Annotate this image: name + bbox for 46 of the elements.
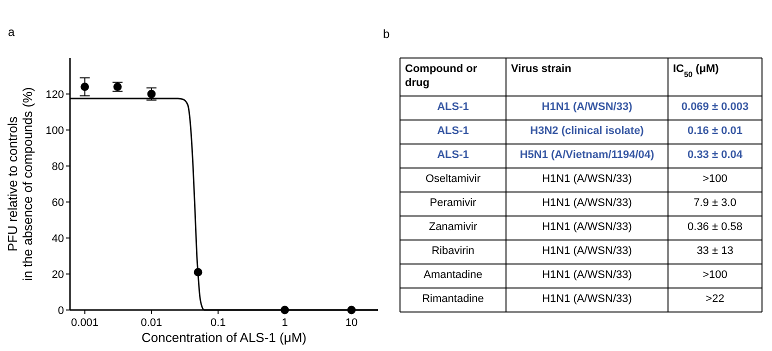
text: H1N1 (A/WSN/33) — [542, 101, 633, 113]
x-tick-label: 1 — [282, 317, 288, 329]
text: ALS-1 — [437, 125, 469, 137]
text: Virus strain — [511, 63, 572, 75]
x-tick-label: 0.01 — [140, 317, 162, 329]
text: >100 — [702, 269, 728, 281]
text: Ribavirin — [432, 245, 474, 257]
text: 0.36 ± 0.58 — [688, 221, 742, 233]
text: ALS-1 — [437, 149, 469, 161]
y-tick-label: 100 — [46, 124, 64, 137]
y-tick-label: 120 — [46, 88, 64, 101]
text: IC$_{50}$ (μM) — [673, 63, 720, 78]
text: H1N1 (A/WSN/33) — [542, 293, 632, 305]
y-tick-label: 0 — [58, 304, 64, 317]
text: Rimantadine — [422, 293, 484, 305]
text: 33 ± 13 — [696, 245, 734, 257]
text: Peramivir — [430, 197, 477, 209]
text: 0.16 ± 0.01 — [688, 125, 742, 137]
text: H5N1 (A/Vietnam/1194/04) — [520, 149, 654, 161]
text: H3N2 (clinical isolate) — [530, 125, 644, 137]
text: Zanamivir — [428, 221, 478, 233]
text: >100 — [702, 173, 728, 185]
text: Amantadine — [424, 269, 482, 281]
text: 7.9 ± 3.0 — [694, 197, 736, 209]
text: H1N1 (A/WSN/33) — [542, 245, 632, 257]
y-tick-label: 40 — [52, 232, 64, 245]
text: H1N1 (A/WSN/33) — [542, 173, 632, 185]
x-tick-label: 0.001 — [71, 317, 99, 329]
y-axis-title: PFU relative to controls in the absence of compounds (%) — [5, 87, 35, 281]
x-tick-label: 0.1 — [210, 317, 226, 329]
text: Compound or drug — [405, 63, 478, 89]
text: 0.069 ± 0.003 — [681, 101, 749, 113]
y-tick-label: 60 — [52, 196, 64, 209]
y-tick-label: 80 — [52, 160, 64, 173]
y-tick-label: 20 — [52, 268, 64, 281]
text: H1N1 (A/WSN/33) — [542, 221, 632, 233]
x-tick-label: 10 — [345, 317, 358, 329]
x-axis-title: Concentration of ALS-1 (μM) — [141, 330, 307, 345]
text: 0.33 ± 0.04 — [688, 149, 744, 161]
text: >22 — [706, 293, 724, 305]
text: ALS-1 — [437, 101, 469, 113]
text: H1N1 (A/WSN/33) — [542, 269, 632, 281]
text: Oseltamivir — [425, 173, 481, 185]
chart-title: a — [8, 25, 15, 39]
text: H1N1 (A/WSN/33) — [542, 197, 632, 209]
text: b — [383, 27, 390, 41]
